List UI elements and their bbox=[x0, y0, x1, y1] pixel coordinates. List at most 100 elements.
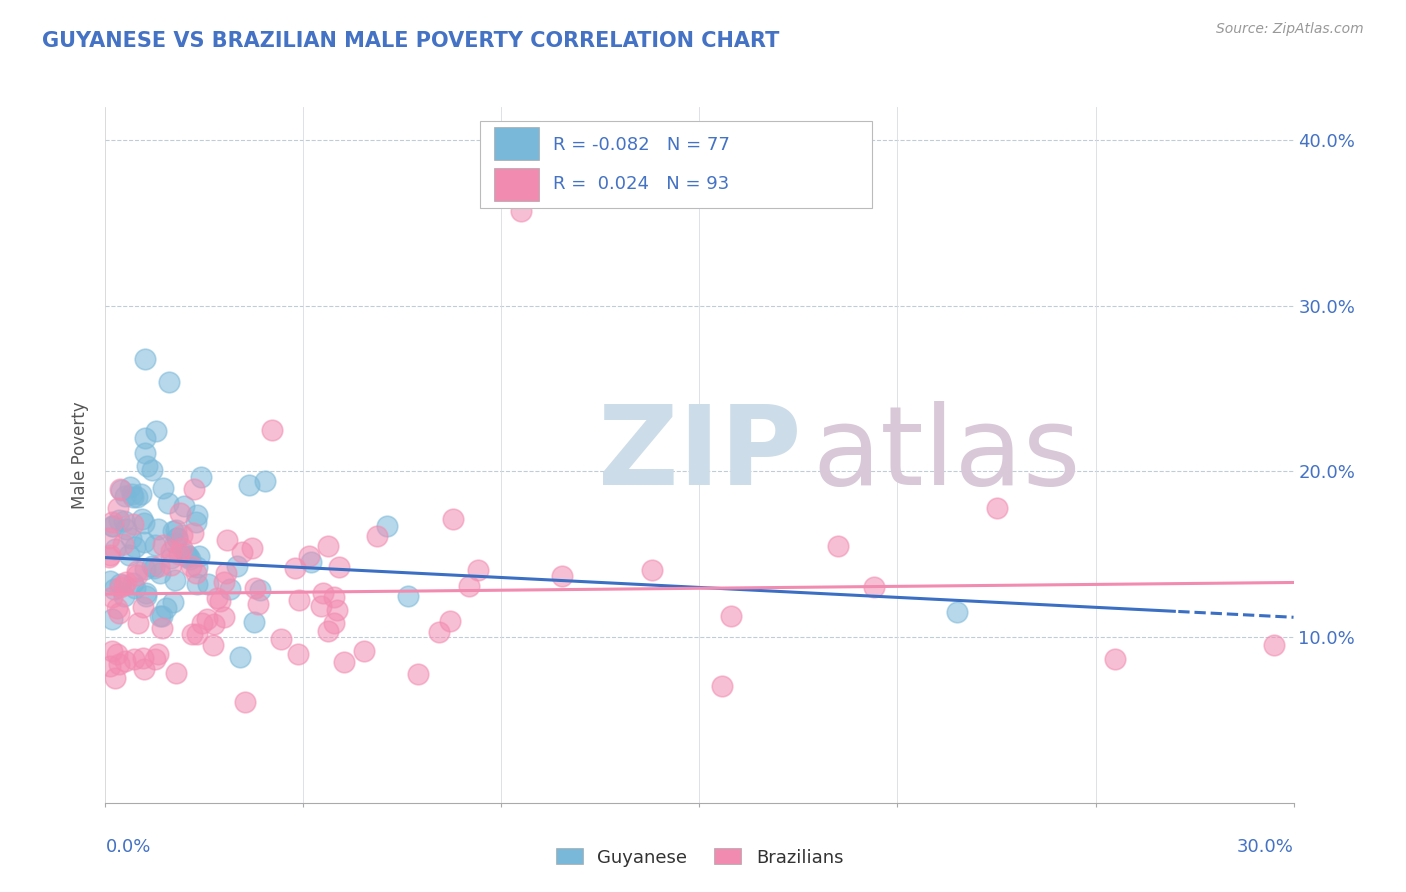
Point bbox=[166, 531, 188, 545]
Point bbox=[184, 515, 207, 529]
Point bbox=[287, 593, 309, 607]
Point bbox=[118, 548, 141, 562]
Point bbox=[205, 591, 228, 606]
Text: ZIP: ZIP bbox=[599, 401, 801, 508]
Point bbox=[124, 581, 146, 595]
Point bbox=[166, 531, 188, 545]
Point bbox=[262, 424, 284, 438]
Bar bbox=[494, 127, 538, 160]
Point bbox=[172, 528, 194, 542]
Point bbox=[135, 458, 157, 473]
Point bbox=[179, 552, 201, 566]
Point bbox=[427, 624, 450, 639]
Point bbox=[187, 549, 209, 563]
Point bbox=[181, 526, 204, 541]
Point bbox=[105, 600, 128, 615]
Point bbox=[1104, 651, 1126, 665]
Point bbox=[112, 590, 135, 604]
Point bbox=[316, 539, 339, 553]
Point bbox=[98, 548, 121, 562]
Text: atlas: atlas bbox=[813, 401, 1081, 508]
Point bbox=[101, 612, 124, 626]
Point bbox=[104, 671, 127, 685]
Point bbox=[323, 615, 346, 630]
Point bbox=[98, 549, 121, 564]
Point bbox=[143, 561, 166, 575]
Point bbox=[298, 549, 321, 563]
Point bbox=[249, 582, 271, 597]
Point bbox=[238, 478, 260, 492]
Point bbox=[219, 582, 242, 597]
Point bbox=[986, 500, 1008, 515]
Point bbox=[711, 679, 734, 693]
Text: 30.0%: 30.0% bbox=[1237, 838, 1294, 856]
Point bbox=[98, 531, 121, 545]
Point bbox=[202, 616, 225, 631]
Point bbox=[226, 559, 249, 574]
Point bbox=[100, 519, 122, 533]
Point bbox=[157, 375, 180, 389]
Point bbox=[104, 541, 127, 556]
Point bbox=[121, 490, 143, 504]
Point bbox=[107, 501, 129, 516]
Point bbox=[101, 644, 124, 658]
Point bbox=[229, 650, 252, 665]
Point bbox=[120, 531, 142, 545]
Point bbox=[125, 564, 148, 578]
Point bbox=[439, 615, 461, 629]
Point bbox=[186, 627, 208, 641]
Point bbox=[1263, 639, 1285, 653]
Point bbox=[165, 536, 187, 550]
Point bbox=[134, 351, 156, 366]
Point bbox=[108, 606, 131, 620]
Point bbox=[131, 511, 153, 525]
Point bbox=[827, 539, 849, 553]
Point bbox=[114, 654, 136, 668]
Point bbox=[208, 593, 231, 607]
Point bbox=[143, 651, 166, 665]
Bar bbox=[494, 168, 538, 201]
Point bbox=[135, 590, 157, 604]
Point bbox=[115, 522, 138, 536]
Point bbox=[105, 647, 128, 661]
Point bbox=[132, 600, 155, 615]
Point bbox=[441, 512, 464, 526]
FancyBboxPatch shape bbox=[479, 121, 872, 208]
Point bbox=[946, 605, 969, 619]
Y-axis label: Male Poverty: Male Poverty bbox=[72, 401, 90, 508]
Point bbox=[101, 519, 124, 533]
Point bbox=[108, 513, 131, 527]
Point bbox=[114, 489, 136, 503]
Point bbox=[112, 537, 135, 551]
Point bbox=[467, 563, 489, 577]
Point bbox=[162, 524, 184, 538]
Point bbox=[112, 578, 135, 592]
Point bbox=[212, 574, 235, 589]
Point bbox=[176, 550, 198, 565]
Point bbox=[148, 558, 170, 573]
Point bbox=[146, 522, 169, 536]
Point bbox=[396, 590, 419, 604]
Point bbox=[152, 622, 174, 636]
Point bbox=[284, 561, 307, 575]
Point bbox=[122, 576, 145, 591]
Point bbox=[110, 580, 132, 594]
Point bbox=[183, 482, 205, 496]
Point bbox=[162, 595, 184, 609]
Point bbox=[148, 609, 170, 624]
Point bbox=[124, 540, 146, 554]
Point bbox=[375, 519, 398, 533]
Point bbox=[107, 657, 129, 671]
Point bbox=[127, 490, 149, 504]
Point bbox=[862, 580, 884, 594]
Point bbox=[170, 541, 193, 555]
Point bbox=[112, 514, 135, 528]
Point bbox=[98, 659, 121, 673]
Legend: Guyanese, Brazilians: Guyanese, Brazilians bbox=[548, 841, 851, 874]
Point bbox=[231, 545, 253, 559]
Point bbox=[159, 544, 181, 558]
Point bbox=[191, 616, 214, 631]
Point bbox=[190, 469, 212, 483]
Point bbox=[101, 590, 124, 604]
Point bbox=[134, 562, 156, 576]
